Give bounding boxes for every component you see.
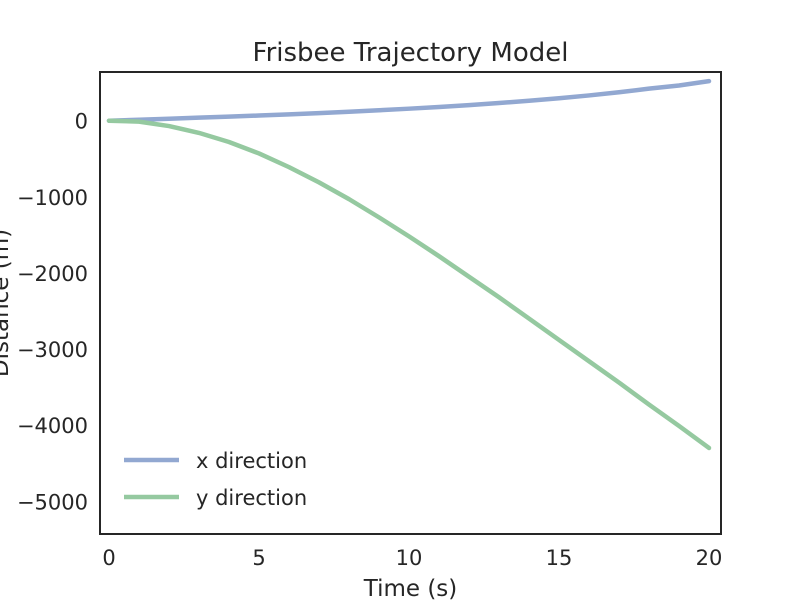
x-axis-label: Time (s) xyxy=(363,576,458,600)
plot-lines xyxy=(106,78,712,451)
y-axis-ticks: 0 −1000 −2000 −3000 −4000 −5000 xyxy=(17,110,88,515)
y-tick-label: −4000 xyxy=(17,414,88,438)
legend: x direction y direction xyxy=(124,449,307,510)
x-tick-label: 5 xyxy=(252,546,265,570)
series-line-2 xyxy=(106,118,712,451)
legend-label-1: x direction xyxy=(196,449,307,473)
chart-title: Frisbee Trajectory Model xyxy=(253,38,569,68)
y-tick-label: −5000 xyxy=(17,490,88,514)
x-tick-label: 0 xyxy=(102,546,115,570)
x-tick-label: 20 xyxy=(696,546,723,570)
x-tick-label: 15 xyxy=(546,546,573,570)
y-tick-label: −2000 xyxy=(17,262,88,286)
x-tick-label: 10 xyxy=(396,546,423,570)
legend-label-2: y direction xyxy=(196,486,307,510)
series-line-1 xyxy=(106,78,712,123)
y-tick-label: −1000 xyxy=(17,186,88,210)
y-tick-label: 0 xyxy=(75,110,88,134)
y-tick-label: −3000 xyxy=(17,338,88,362)
plot-frame xyxy=(99,71,722,535)
y-axis-label: Distance (m) xyxy=(0,229,14,377)
x-axis-ticks: 0 5 10 15 20 xyxy=(102,546,722,570)
